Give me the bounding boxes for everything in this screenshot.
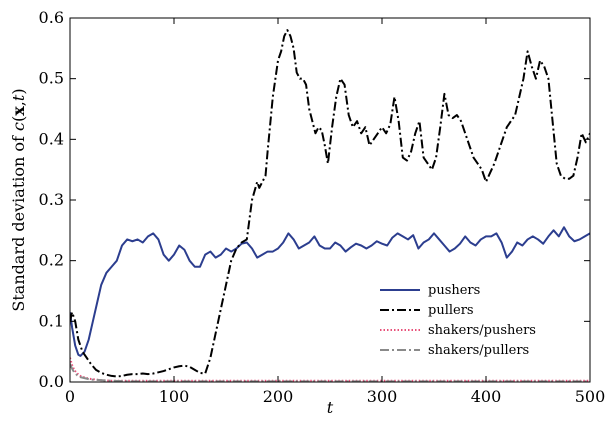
y-axis-label: Standard deviation of c(x,t): [9, 88, 28, 311]
x-axis-label: t: [327, 398, 334, 417]
y-axis-label-prefix: Standard deviation of: [9, 131, 28, 312]
y-axis-label-close: ): [9, 88, 28, 94]
legend-label: pushers: [428, 283, 480, 298]
y-tick-label: 0.6: [39, 8, 64, 27]
y-axis-label-t: t: [9, 94, 28, 101]
x-tick-label: 500: [575, 387, 605, 406]
y-axis-label-open: (: [9, 116, 28, 122]
y-axis-label-bold: x: [9, 106, 28, 116]
y-tick-label: 0.0: [39, 372, 64, 391]
legend-label: pullers: [428, 303, 474, 318]
series-line-shakers-pullers: [70, 363, 590, 382]
y-axis-label-func: c: [9, 122, 28, 131]
x-tick-label: 100: [159, 387, 190, 406]
x-tick-label: 400: [471, 387, 502, 406]
x-tick-label: 300: [367, 387, 398, 406]
legend-label: shakers/pushers: [428, 323, 536, 338]
ticks-layer: 0 100 200 300 400 500 0.0 0.1 0.2 0.3 0.4 0.5 0.6: [39, 8, 605, 406]
y-tick-label: 0.4: [39, 129, 64, 148]
y-tick-label: 0.3: [39, 190, 64, 209]
y-tick-label: 0.2: [39, 251, 64, 270]
legend: pushers pullers shakers/pushers shakers/pul…: [380, 283, 536, 358]
series-line-pushers: [70, 226, 590, 357]
y-tick-label: 0.1: [39, 311, 64, 330]
y-tick-label: 0.5: [39, 69, 64, 88]
x-tick-label: 0: [65, 387, 75, 406]
series-layer: [70, 29, 590, 382]
series-line-shakers-pushers: [70, 357, 590, 382]
y-axis-label-comma: ,: [9, 101, 28, 106]
series-line-pullers: [70, 29, 590, 378]
legend-label: shakers/pullers: [428, 343, 529, 358]
x-tick-label: 200: [263, 387, 294, 406]
